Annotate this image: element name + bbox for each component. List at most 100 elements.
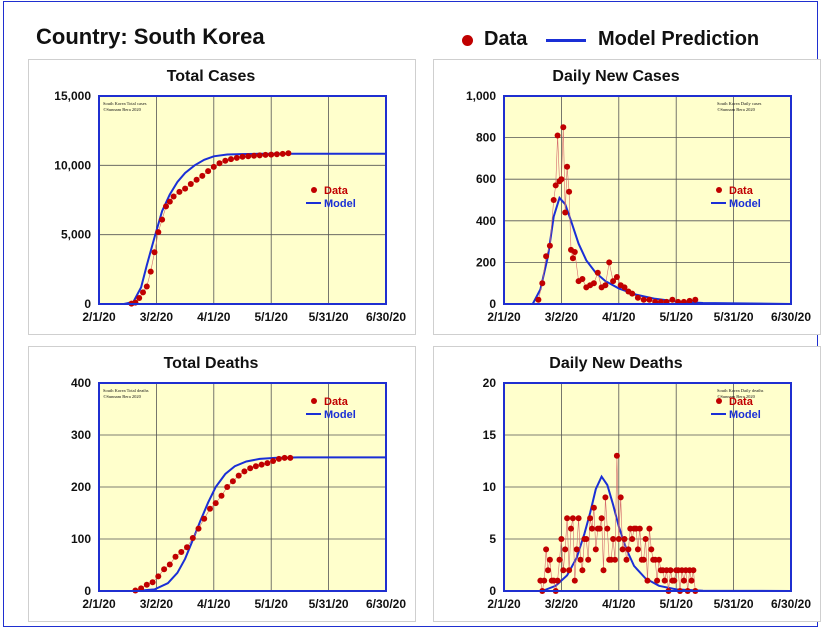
x-tick-label: 5/31/20 [309, 310, 349, 324]
data-point [615, 536, 622, 542]
data-point [573, 546, 580, 553]
x-tick-label: 2/1/20 [82, 310, 116, 324]
data-point [571, 249, 578, 255]
data-point [268, 151, 275, 158]
panel-total-cases: Total Cases 2/1/20 3/2/20 4/1/20 5/1/20 5/31/… [28, 59, 416, 335]
legend-data-label: Data [324, 185, 349, 197]
data-point [640, 556, 647, 563]
data-point [543, 253, 550, 260]
panel-daily-new-deaths: Daily New Deaths 2/1/20 3/2/20 4/1/20 5/1/20… [433, 346, 821, 622]
x-tick-label: 6/30/20 [771, 310, 811, 324]
x-tick-label: 2/1/20 [487, 310, 521, 324]
y-tick-label: 5 [489, 532, 496, 546]
x-tick-label: 6/30/20 [771, 597, 811, 611]
data-point [545, 567, 551, 574]
data-point [140, 289, 146, 296]
data-point [671, 577, 678, 584]
y-tick-label: 0 [84, 584, 91, 598]
data-point [613, 452, 620, 459]
panel-daily-new-cases: Daily New Cases 2/1/20 3/2/20 4/1/20 5/1/20 5… [433, 59, 821, 335]
watermark-text: ©Sunnam Bera 2020 [717, 394, 756, 399]
data-point [155, 229, 162, 236]
data-point [625, 546, 632, 553]
data-point [592, 546, 599, 553]
legend-model-label: Model [324, 409, 356, 421]
data-point [604, 525, 611, 532]
x-tick-label: 3/2/20 [140, 597, 174, 611]
data-point [644, 577, 651, 584]
data-point [577, 556, 584, 563]
watermark-text: South Korea Daily deaths [717, 388, 764, 393]
data-point [229, 478, 236, 485]
data-point [562, 209, 569, 216]
data-point [251, 152, 257, 159]
data-point [222, 157, 229, 164]
data-point [161, 566, 168, 573]
data-point [656, 556, 662, 563]
data-point [212, 500, 219, 507]
data-point [554, 132, 561, 139]
data-point [252, 463, 259, 470]
data-point [619, 546, 626, 553]
data-point [143, 283, 150, 290]
data-point [560, 567, 567, 574]
data-point [590, 504, 597, 511]
data-point [558, 176, 565, 183]
data-point [556, 556, 563, 563]
x-tick-label: 5/1/20 [255, 597, 289, 611]
data-point [270, 458, 277, 464]
data-point [138, 585, 145, 592]
data-point [566, 567, 573, 574]
watermark-text: South Korea Total deaths [103, 388, 149, 393]
data-point [617, 494, 624, 501]
data-point [654, 577, 661, 584]
data-point [166, 198, 173, 205]
data-point [550, 197, 557, 203]
data-point [634, 546, 641, 553]
data-point [613, 274, 620, 280]
data-point [596, 525, 603, 532]
x-tick-label: 6/30/20 [366, 310, 406, 324]
legend-model-label: Model Prediction [598, 28, 760, 50]
y-tick-label: 100 [71, 532, 91, 546]
data-point [210, 163, 217, 170]
legend-data-marker-icon [462, 35, 473, 46]
data-point [176, 188, 183, 195]
y-tick-label: 0 [489, 297, 496, 311]
data-point [163, 203, 169, 210]
data-point [569, 255, 576, 262]
panel-total-deaths: Total Deaths 2/1/20 3/2/20 4/1/20 5/1/20 5/31… [28, 346, 416, 622]
x-tick-label: 3/2/20 [545, 310, 579, 324]
data-point [583, 536, 590, 542]
data-point [606, 259, 613, 266]
data-point [172, 553, 179, 560]
data-point [159, 216, 166, 223]
data-point [151, 249, 158, 256]
country-title: Country: South Korea [36, 24, 265, 49]
data-point [178, 549, 185, 555]
watermark-text: South Korea Total cases [103, 101, 147, 106]
data-point [552, 182, 559, 189]
data-point [690, 567, 697, 574]
data-point [281, 454, 288, 461]
data-point [541, 577, 548, 584]
y-tick-label: 20 [483, 376, 497, 390]
data-point [558, 536, 565, 542]
data-point [688, 577, 695, 584]
y-tick-label: 0 [489, 584, 496, 598]
x-tick-label: 5/1/20 [660, 597, 694, 611]
y-tick-label: 800 [476, 131, 496, 145]
watermark-text: ©Sunnam Bera 2020 [103, 107, 142, 112]
x-tick-label: 5/31/20 [309, 597, 349, 611]
chart-svg: Total Cases 2/1/20 3/2/20 4/1/20 5/1/20 5/31/… [54, 68, 406, 324]
data-point [686, 297, 693, 304]
data-point [610, 536, 617, 542]
data-point [692, 296, 699, 303]
y-tick-label: 400 [476, 214, 496, 228]
data-point [218, 492, 225, 499]
data-point [610, 278, 617, 285]
y-tick-label: 200 [71, 480, 91, 494]
data-point [189, 535, 196, 541]
y-tick-label: 15,000 [54, 89, 91, 103]
